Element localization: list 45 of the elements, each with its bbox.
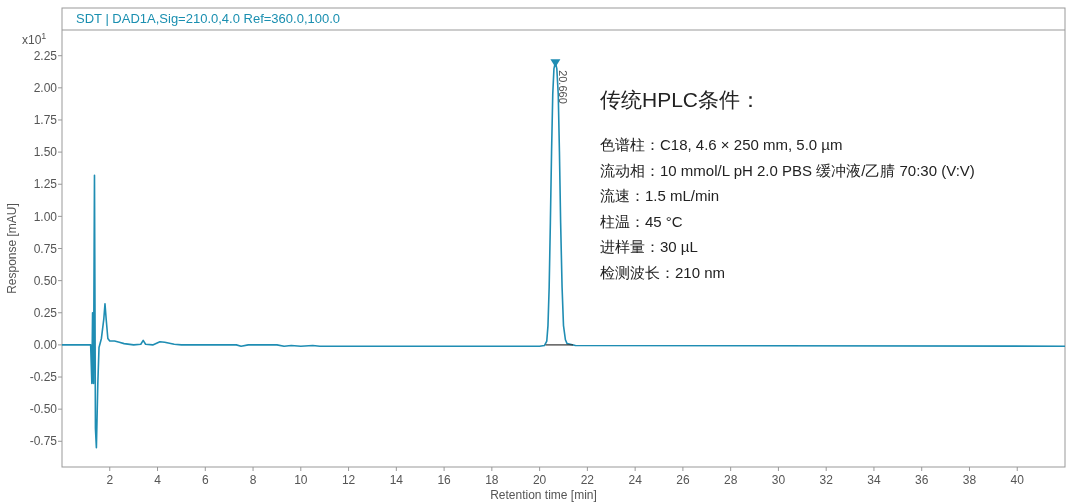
x-tick-label: 6 [201, 473, 209, 487]
text: x10$^{1}$ [22, 31, 47, 47]
x-tick-label: 22 [580, 473, 595, 487]
y-tick-label: 2.25 [33, 48, 58, 63]
x-tick-label: 2 [106, 473, 114, 487]
annotation: 柱温：45 °C [600, 212, 683, 230]
x-tick-label: 26 [676, 473, 690, 487]
annotation: 流动相：10 mmol/L pH 2.0 PBS 缓冲液/乙腈 70:30 (V:V) [600, 161, 975, 179]
y-tick-label: 1.25 [33, 177, 58, 192]
y-tick-label: 0.75 [33, 241, 58, 256]
annotation: 检测波长：210 nm [600, 263, 726, 281]
x-tick-label: 10 [294, 473, 308, 487]
y-tick-label: 0.25 [33, 305, 58, 320]
annotation: 传统HPLC条件： [600, 88, 762, 111]
x-tick-label: 18 [485, 473, 499, 487]
x-tick-label: 38 [962, 473, 977, 487]
x-tick-label: 14 [389, 473, 404, 487]
y-tick-label: 0.00 [33, 338, 58, 353]
x-tick-label: 4 [154, 473, 162, 487]
x-tick-label: 30 [771, 473, 786, 487]
annotation: 20.660 [557, 70, 570, 104]
annotation: 进样量：30 µL [600, 238, 698, 255]
y-tick-label: 1.00 [33, 209, 58, 224]
x-tick-label: 36 [915, 473, 929, 487]
y-tick-label: 1.75 [33, 113, 58, 128]
x-tick-label: 12 [341, 473, 356, 487]
x-tick-label: 8 [249, 473, 257, 487]
x-axis-title: Retention time [min] [490, 488, 597, 502]
annotation: 流速：1.5 mL/min [600, 187, 720, 204]
chart-title: SDT | DAD1A,Sig=210.0,4.0 Ref=360.0,100.0 [76, 11, 341, 26]
y-tick-label: -0.25 [29, 370, 58, 385]
y-axis-title: Response [mAU] [5, 203, 19, 294]
x-tick-label: 20 [532, 473, 547, 487]
x-tick-label: 40 [1010, 473, 1025, 487]
x-tick-label: 24 [628, 473, 643, 487]
y-tick-label: 1.50 [33, 145, 58, 160]
y-tick-label: 0.50 [33, 273, 58, 288]
x-tick-label: 32 [819, 473, 834, 487]
y-tick-label: -0.75 [29, 434, 58, 449]
annotation: 色谱柱：C18, 4.6 × 250 mm, 5.0 µm [600, 136, 843, 153]
x-tick-label: 16 [437, 473, 452, 487]
y-tick-label: -0.50 [29, 402, 58, 417]
x-tick-label: 34 [867, 473, 881, 487]
y-tick-label: 2.00 [33, 81, 58, 96]
x-tick-label: 28 [723, 473, 738, 487]
